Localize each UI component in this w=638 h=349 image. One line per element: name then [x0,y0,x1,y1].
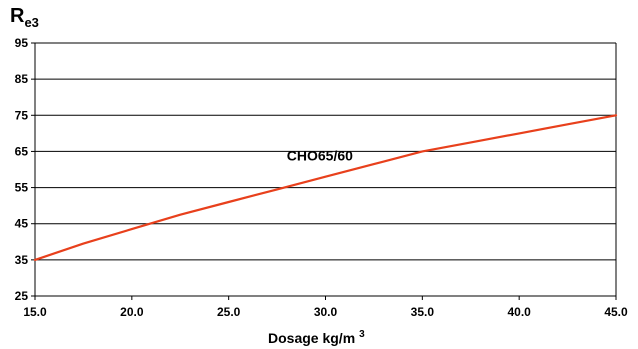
x-axis-title-superscript: 3 [359,329,365,340]
series-label: CHO65/60 [287,147,353,163]
y-tick-label: 85 [15,72,29,86]
gridlines [35,42,616,297]
x-tick-label: 15.0 [23,305,47,319]
x-axis-title-main: Dosage kg/m [268,330,355,346]
y-tick-label: 55 [15,181,29,195]
y-tick-label: 35 [15,253,29,267]
x-tick-label: 35.0 [411,305,435,319]
x-tick-label: 45.0 [604,305,628,319]
y-tick-label: 75 [15,108,29,122]
y-tick-labels: 25 35 45 55 65 75 85 95 [15,36,29,303]
y-axis-title-subscript: e3 [24,15,38,30]
x-tick-label: 20.0 [120,305,144,319]
x-tick-label: 40.0 [507,305,531,319]
y-axis-title-main: R [10,5,25,27]
y-tick-label: 95 [15,36,29,50]
y-tick-label: 65 [15,144,29,158]
axes [31,42,617,300]
x-tick-labels: 15.0 20.0 25.0 30.0 35.0 40.0 45.0 [23,305,628,319]
series-line-0 [33,114,618,261]
x-tick-label: 30.0 [314,305,338,319]
x-tick-label: 25.0 [217,305,241,319]
y-axis-title: Re3 [10,5,39,30]
y-tick-label: 45 [15,217,29,231]
y-tick-label: 25 [15,289,29,303]
x-axis-title: Dosage kg/m 3 [268,329,365,346]
series-group: CHO65/60 [33,114,618,261]
